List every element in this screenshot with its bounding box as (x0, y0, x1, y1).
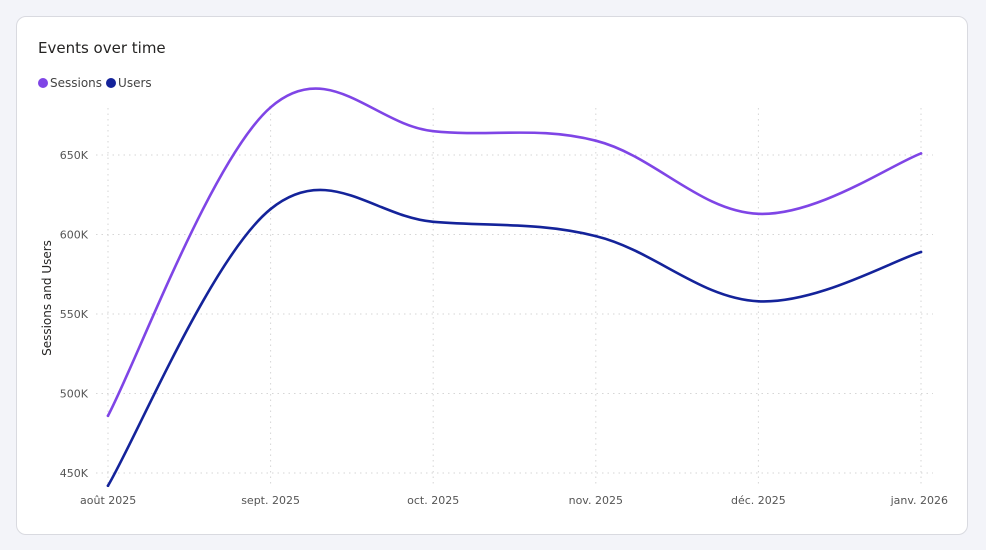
x-tick-label: janv. 2026 (890, 494, 948, 507)
y-tick-label: 500K (60, 388, 89, 401)
x-tick-label: août 2025 (80, 494, 136, 507)
legend-swatch-users (106, 78, 117, 88)
data-point-users[interactable] (919, 250, 923, 254)
y-tick-label: 450K (60, 467, 89, 480)
data-point-users[interactable] (431, 220, 435, 224)
data-point-users[interactable] (269, 207, 272, 211)
x-axis-ticks: août 2025 sept. 2025 oct. 2025 nov. 2025 déc… (80, 494, 948, 507)
legend-label-sessions: Sessions (50, 76, 103, 90)
chart-title: Events over time (38, 39, 166, 57)
x-tick-label: sept. 2025 (241, 494, 300, 507)
x-tick-label: déc. 2025 (731, 494, 786, 507)
data-point-sessions[interactable] (757, 212, 760, 216)
data-point-users[interactable] (594, 234, 598, 238)
y-tick-label: 550K (60, 308, 89, 321)
legend-item-sessions[interactable]: Sessions (38, 76, 102, 90)
data-point-sessions[interactable] (594, 139, 598, 142)
series-lines (106, 87, 923, 488)
legend-swatch-sessions (38, 78, 48, 88)
x-tick-label: oct. 2025 (407, 494, 459, 507)
grid-lines (96, 108, 933, 484)
data-point-sessions[interactable] (431, 129, 435, 133)
y-axis-title: Sessions and Users (40, 240, 54, 356)
series-line-users[interactable] (106, 188, 923, 488)
legend-item-users[interactable]: Users (106, 76, 152, 90)
chart-card: Events over time Sessions Users (16, 16, 968, 535)
chart-legend: Sessions Users (38, 76, 156, 90)
legend-label-users: Users (118, 76, 152, 90)
series-line-sessions[interactable] (106, 87, 923, 418)
y-tick-label: 650K (60, 149, 89, 162)
data-point-users[interactable] (106, 484, 110, 488)
x-tick-label: nov. 2025 (569, 494, 623, 507)
y-axis-ticks: 450K 500K 550K 600K 650K (60, 149, 89, 480)
data-point-sessions[interactable] (269, 106, 272, 109)
y-tick-label: 600K (60, 229, 89, 242)
data-point-sessions[interactable] (106, 414, 110, 418)
data-point-users[interactable] (757, 299, 760, 303)
data-point-sessions[interactable] (919, 152, 923, 155)
